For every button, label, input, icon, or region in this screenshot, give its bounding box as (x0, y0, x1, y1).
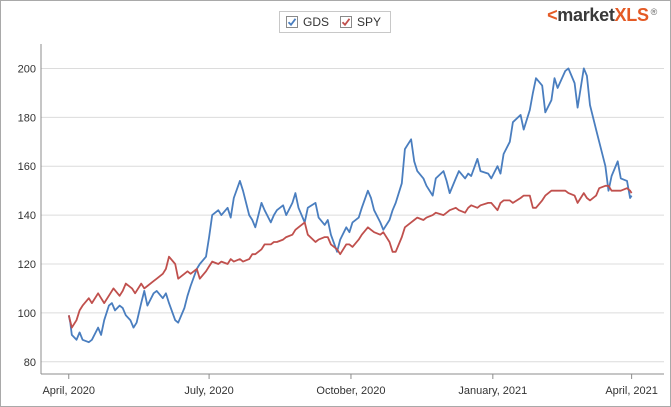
check-icon (341, 18, 351, 27)
y-tick-label: 100 (18, 308, 36, 320)
y-tick-label: 180 (18, 112, 36, 124)
series-line-spy (67, 184, 633, 329)
y-tick-label: 140 (18, 210, 36, 222)
legend-label-spy: SPY (357, 15, 382, 29)
y-tick-label: 120 (18, 259, 36, 271)
x-tick-label: October, 2020 (316, 385, 385, 397)
y-tick-label: 160 (18, 161, 36, 173)
x-tick-label: July, 2020 (184, 385, 233, 397)
marketxls-logo: < market XLS ® (547, 5, 657, 26)
x-tick-label: January, 2021 (458, 385, 527, 397)
legend-item-gds[interactable]: GDS (286, 15, 329, 29)
logo-chevron: < (547, 5, 558, 25)
x-tick-label: April, 2021 (605, 385, 658, 397)
y-tick-label: 200 (18, 63, 36, 75)
grid-lines (41, 67, 664, 363)
y-tick-label: 80 (24, 357, 36, 369)
check-icon (287, 18, 297, 27)
logo-brand: market (557, 5, 615, 25)
logo-registered: ® (650, 7, 658, 17)
legend-item-spy[interactable]: SPY (340, 15, 381, 29)
x-tick-label: April, 2020 (42, 385, 95, 397)
series-lines (67, 67, 633, 344)
legend-label-gds: GDS (303, 15, 330, 29)
series-line-gds (67, 67, 633, 344)
x-axis: April, 2020 July, 2020 October, 2020 Januar… (41, 373, 664, 397)
y-axis: 80 100 120 140 160 180 200 (18, 44, 42, 374)
spy-checkbox[interactable] (340, 16, 352, 28)
legend: GDS SPY (279, 11, 391, 33)
logo-xls: XLS (614, 5, 649, 25)
gds-checkbox[interactable] (286, 16, 298, 28)
